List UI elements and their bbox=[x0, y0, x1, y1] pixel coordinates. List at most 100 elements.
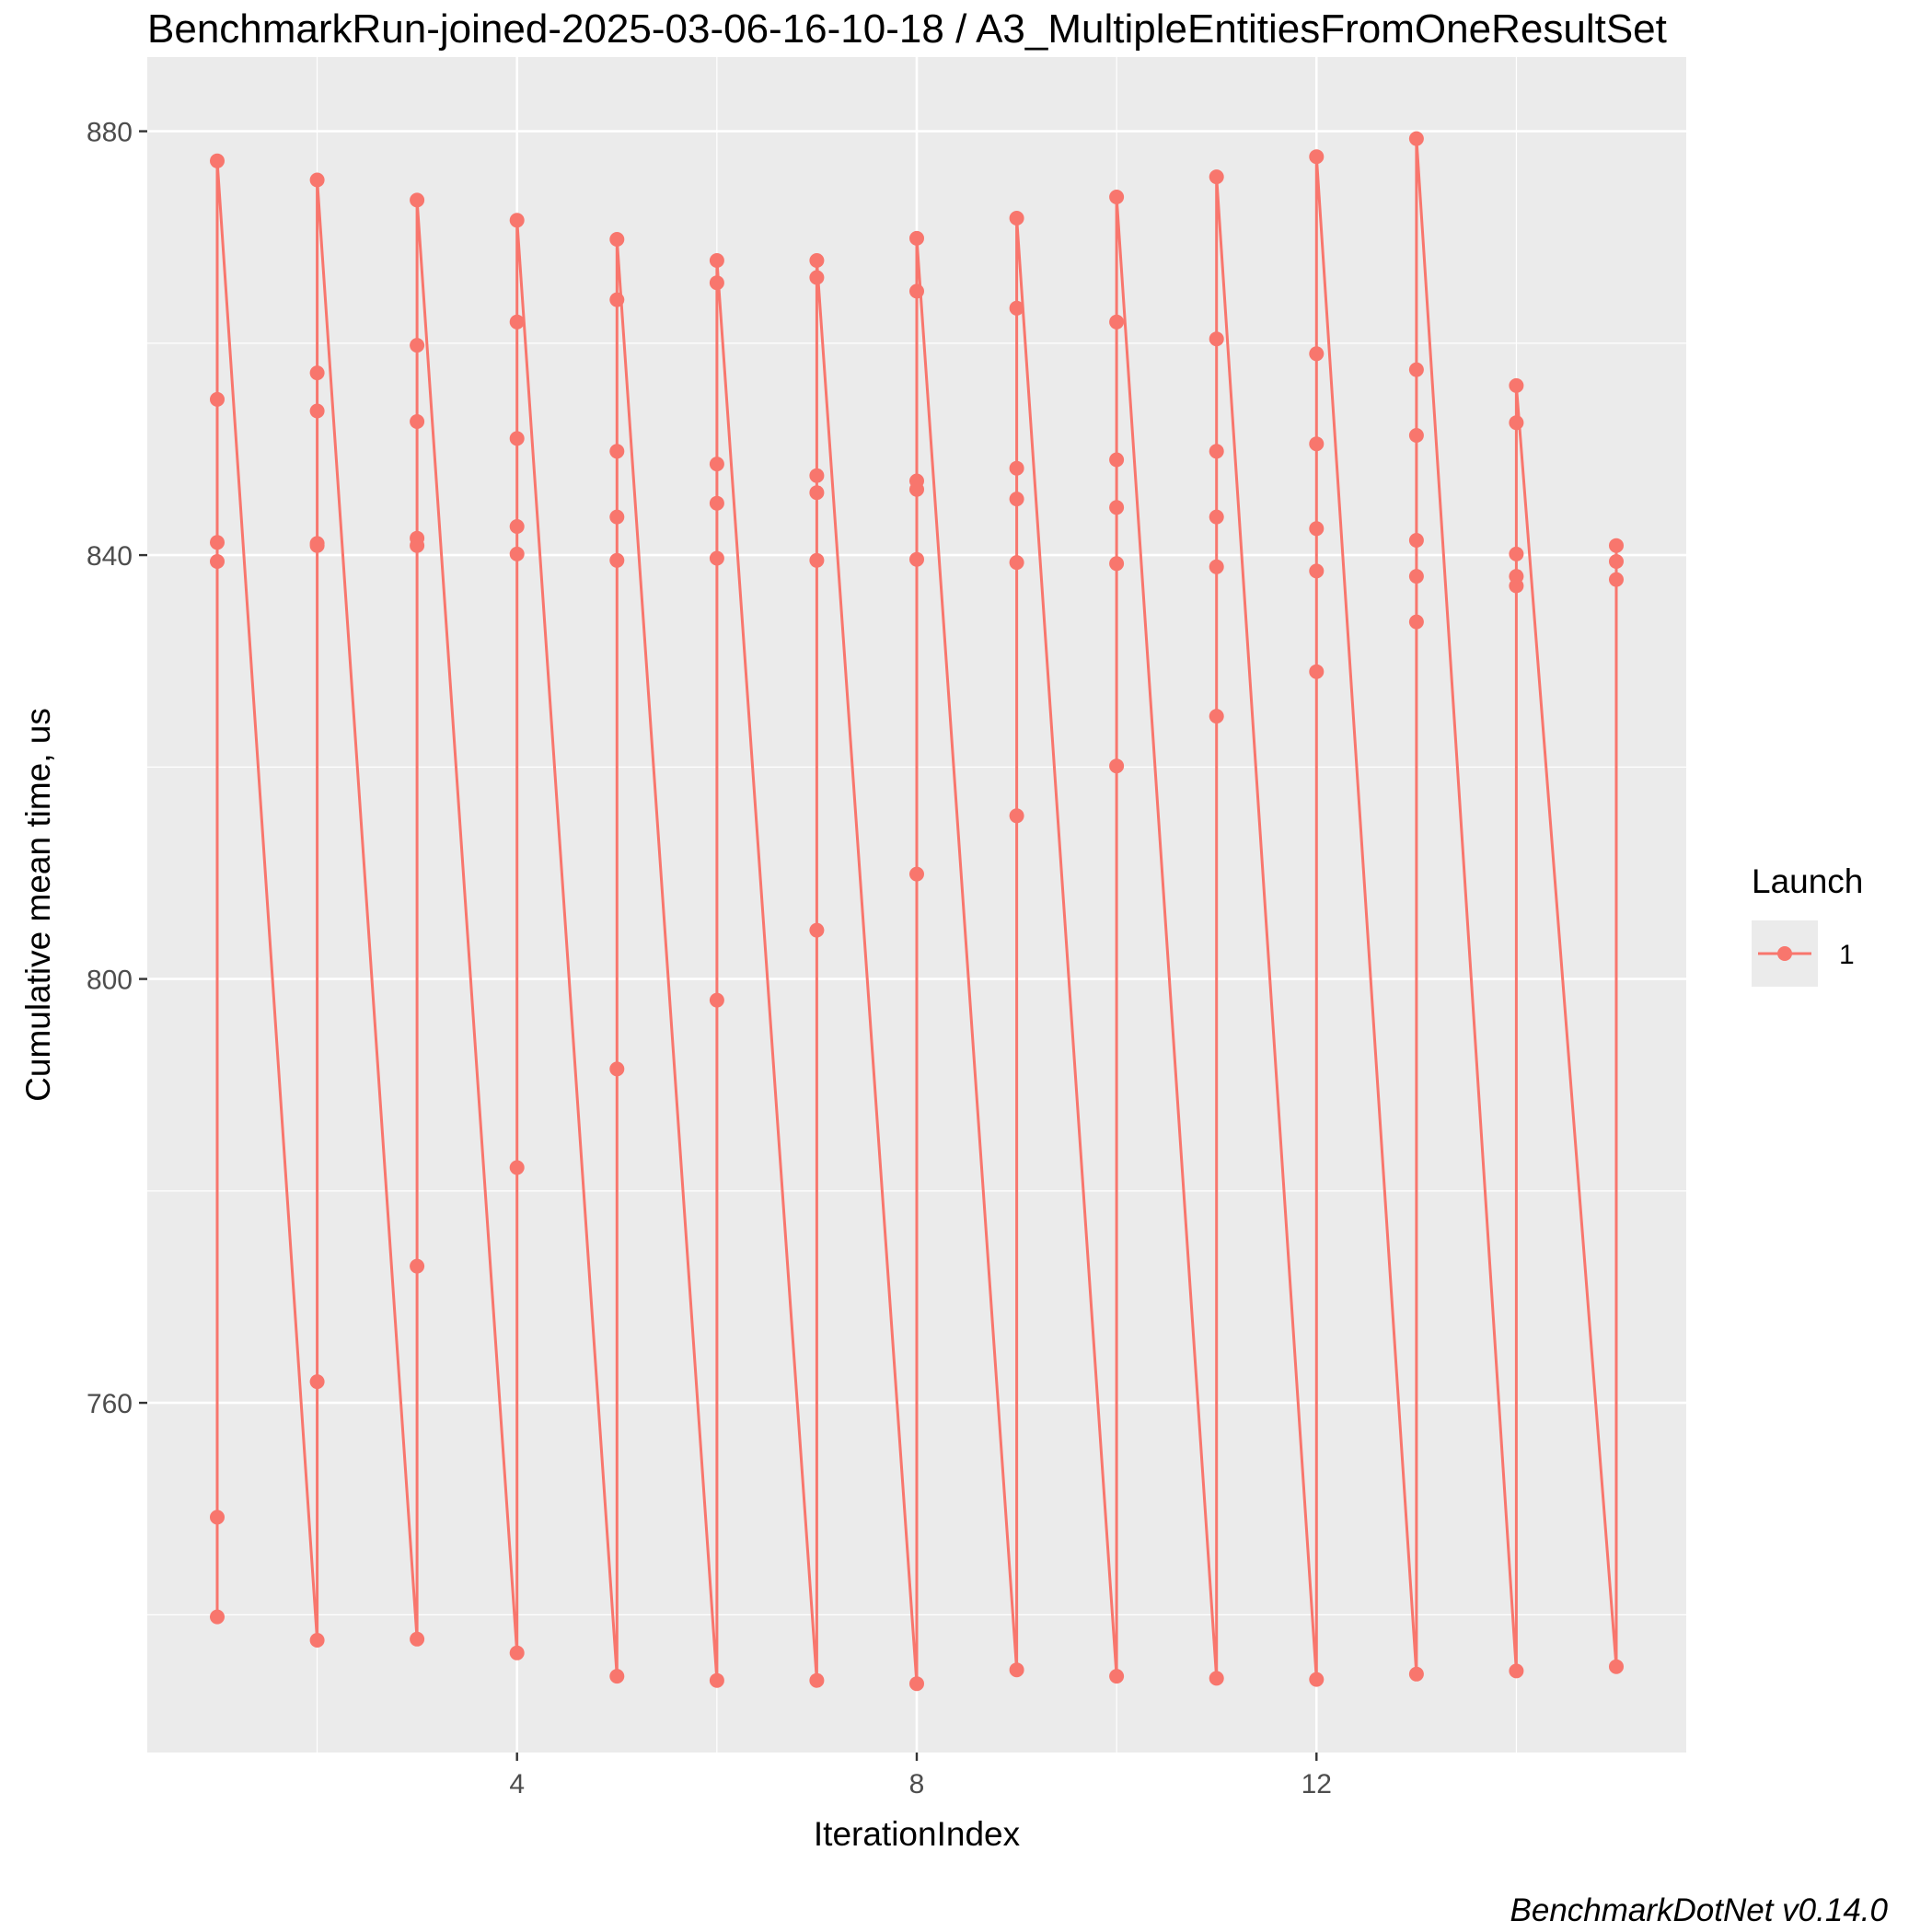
chart-title: BenchmarkRun-joined-2025-03-06-16-10-18 … bbox=[147, 6, 1667, 52]
y-axis-title: Cumulative mean time, us bbox=[19, 708, 57, 1102]
data-point bbox=[1408, 614, 1424, 630]
data-point bbox=[809, 1672, 825, 1688]
data-point bbox=[309, 365, 325, 381]
data-point bbox=[1509, 546, 1524, 561]
data-point bbox=[709, 992, 724, 1008]
data-point bbox=[1109, 452, 1125, 468]
data-point bbox=[1209, 559, 1224, 574]
data-point bbox=[1109, 556, 1125, 572]
data-point bbox=[210, 153, 225, 168]
legend: Launch 1 bbox=[1752, 862, 1863, 987]
x-tick-label: 8 bbox=[909, 1769, 925, 1799]
data-point bbox=[609, 552, 625, 568]
data-point bbox=[509, 519, 525, 534]
series-line-launch-1 bbox=[215, 137, 1618, 1685]
x-tick-label: 12 bbox=[1301, 1769, 1332, 1799]
data-point bbox=[509, 213, 525, 228]
data-point bbox=[1408, 1666, 1424, 1682]
y-tick-label: 840 bbox=[87, 541, 133, 572]
data-point bbox=[809, 270, 825, 285]
data-point bbox=[309, 403, 325, 419]
data-point bbox=[909, 551, 924, 567]
data-point bbox=[509, 314, 525, 330]
data-point bbox=[909, 473, 924, 489]
data-point bbox=[410, 414, 425, 429]
data-point bbox=[609, 232, 625, 247]
data-point bbox=[509, 431, 525, 446]
data-point bbox=[609, 444, 625, 459]
data-point bbox=[1408, 428, 1424, 443]
data-point bbox=[1209, 331, 1224, 347]
data-point bbox=[1309, 149, 1325, 165]
data-point bbox=[809, 552, 825, 568]
data-point bbox=[1009, 1662, 1024, 1678]
y-tick-label: 880 bbox=[87, 118, 133, 148]
data-point bbox=[1209, 509, 1224, 525]
data-point bbox=[1009, 555, 1024, 571]
data-point bbox=[1309, 346, 1325, 362]
data-point bbox=[1609, 554, 1624, 569]
data-point bbox=[1209, 1671, 1224, 1686]
data-point bbox=[1109, 190, 1125, 204]
data-point bbox=[1009, 211, 1024, 226]
data-point bbox=[709, 550, 724, 566]
data-point bbox=[609, 509, 625, 525]
data-point bbox=[1408, 533, 1424, 548]
caption: BenchmarkDotNet v0.14.0 bbox=[1510, 1892, 1889, 1928]
data-point bbox=[809, 468, 825, 483]
data-point bbox=[509, 546, 525, 561]
data-point bbox=[1209, 169, 1224, 185]
data-point bbox=[709, 253, 724, 268]
data-point bbox=[809, 485, 825, 501]
data-point bbox=[509, 1645, 525, 1660]
data-point bbox=[1109, 314, 1125, 330]
data-point bbox=[909, 283, 924, 299]
data-point bbox=[609, 292, 625, 307]
legend-key-point bbox=[1777, 946, 1792, 961]
data-point bbox=[809, 922, 825, 938]
series-lines bbox=[215, 137, 1618, 1685]
data-point bbox=[309, 536, 325, 551]
data-point bbox=[1609, 1659, 1624, 1674]
data-point bbox=[1309, 664, 1325, 679]
data-point bbox=[1509, 569, 1524, 584]
y-tick-label: 760 bbox=[87, 1389, 133, 1419]
data-point bbox=[1009, 300, 1024, 316]
data-point bbox=[609, 1669, 625, 1684]
data-point bbox=[709, 495, 724, 511]
data-point bbox=[909, 230, 924, 246]
data-point bbox=[509, 1160, 525, 1175]
data-point bbox=[1109, 1669, 1125, 1684]
data-point bbox=[1408, 131, 1424, 146]
data-point bbox=[1509, 377, 1524, 393]
data-point bbox=[1309, 436, 1325, 452]
y-tick-label: 800 bbox=[87, 966, 133, 996]
data-point bbox=[410, 338, 425, 353]
data-point bbox=[309, 172, 325, 188]
data-point bbox=[210, 1510, 225, 1525]
data-point bbox=[1509, 415, 1524, 431]
data-point bbox=[1609, 538, 1624, 553]
data-point bbox=[709, 1672, 724, 1688]
data-point bbox=[210, 535, 225, 550]
data-point bbox=[410, 1631, 425, 1647]
data-point bbox=[309, 1374, 325, 1390]
data-point bbox=[1009, 492, 1024, 507]
data-point bbox=[709, 457, 724, 472]
data-point bbox=[309, 1633, 325, 1648]
data-point bbox=[1209, 709, 1224, 724]
data-point bbox=[709, 275, 724, 291]
data-point bbox=[909, 1676, 924, 1692]
x-axis-title: IterationIndex bbox=[814, 1815, 1021, 1853]
data-point bbox=[410, 192, 425, 208]
data-point bbox=[1309, 563, 1325, 579]
data-point bbox=[410, 530, 425, 546]
axis-ticks bbox=[139, 130, 1318, 1761]
data-point bbox=[1209, 444, 1224, 459]
data-point bbox=[410, 1258, 425, 1274]
data-point bbox=[1109, 758, 1125, 774]
data-point bbox=[1109, 500, 1125, 515]
data-point bbox=[1009, 808, 1024, 824]
data-point bbox=[1509, 1663, 1524, 1679]
